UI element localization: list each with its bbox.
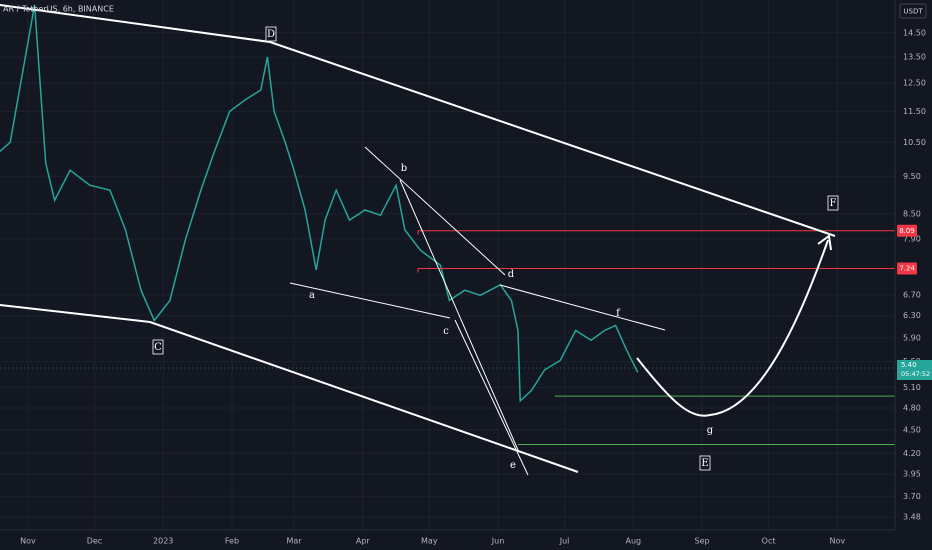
y-tick-label: 12.50 — [903, 79, 926, 88]
x-tick-label: Oct — [762, 537, 776, 546]
price-axis — [895, 0, 932, 550]
price-tag — [897, 262, 917, 275]
wave-label: e — [510, 460, 516, 471]
y-tick-label: 11.50 — [903, 107, 926, 116]
wave-label: D — [267, 29, 275, 40]
chart-title: AR / TetherUS, 6h, BINANCE — [3, 5, 114, 14]
trend-line — [364, 146, 506, 276]
wave-label: c — [443, 326, 449, 337]
y-tick-label: 13.50 — [903, 53, 926, 62]
x-tick-label: Aug — [626, 537, 642, 546]
x-tick-label: Jul — [559, 537, 570, 546]
y-tick-label: 5.10 — [903, 383, 921, 392]
y-tick-label: 10.50 — [903, 138, 926, 147]
x-tick-label: Apr — [356, 537, 371, 546]
x-tick-label: Nov — [20, 537, 36, 546]
drawings — [0, 4, 836, 476]
wave-label: E — [701, 458, 708, 469]
x-tick-label: 2023 — [153, 537, 173, 546]
price-tag — [897, 224, 917, 237]
wave-label: f — [616, 308, 621, 319]
last-price-label: 5.40 — [901, 361, 917, 369]
plot — [0, 4, 895, 445]
last-price-tag — [897, 359, 932, 380]
y-tick-label: 4.20 — [903, 449, 921, 458]
x-tick-label: Mar — [286, 537, 302, 546]
y-tick-label: 4.50 — [903, 425, 921, 434]
trend-line — [399, 179, 519, 451]
currency: USDT — [903, 8, 923, 16]
grid — [0, 0, 895, 530]
y-tick-label: 3.48 — [903, 513, 921, 522]
wave-label-box — [265, 26, 277, 42]
wave-label: g — [707, 425, 714, 436]
trend-line — [289, 282, 451, 319]
arrow-head — [817, 234, 832, 251]
upper-channel — [0, 4, 836, 237]
wave-label-box — [827, 195, 839, 211]
price-tag-label: 8.09 — [899, 227, 915, 235]
wave-label: a — [309, 290, 315, 301]
x-tick-label: Feb — [225, 537, 239, 546]
y-tick-label: 5.90 — [903, 333, 921, 342]
y-tick-label: 14.50 — [903, 28, 926, 37]
x-tick-label: Dec — [87, 537, 102, 546]
wave-label: C — [154, 342, 162, 353]
trend-line — [454, 319, 529, 476]
wave-label: F — [830, 198, 837, 209]
axes: 14.50 13.50 12.50 11.50 10.50 9.50 8.50 7.90 6.7… — [20, 28, 932, 546]
lower-channel — [0, 304, 579, 473]
y-tick-label: 3.95 — [903, 470, 921, 479]
x-tick-label: Sep — [695, 537, 710, 546]
x-tick-label: Jun — [491, 537, 505, 546]
y-tick-label: 6.30 — [903, 311, 921, 320]
wave-labels: D C F Ea b c d e f g — [152, 26, 839, 471]
wave-label: d — [508, 269, 515, 280]
x-tick-label: May — [421, 537, 438, 546]
wave-label: b — [401, 163, 407, 174]
price-tag-label: 7.24 — [899, 264, 915, 272]
countdown: 05:47:52 — [901, 370, 930, 378]
projection-arrow — [636, 239, 829, 417]
currency-button[interactable] — [899, 3, 927, 19]
trend-line — [499, 284, 666, 331]
y-tick-label: 4.80 — [903, 403, 921, 412]
y-tick-label: 8.50 — [903, 210, 921, 219]
wave-label-box — [152, 339, 164, 355]
y-tick-label: 3.70 — [903, 492, 921, 501]
y-tick-label: 6.70 — [903, 290, 921, 299]
y-tick-label: 9.50 — [903, 172, 921, 181]
y-tick-label: 7.90 — [903, 234, 921, 243]
wave-label-box — [699, 455, 711, 471]
price-line — [0, 4, 639, 403]
x-tick-label: Nov — [830, 537, 846, 546]
